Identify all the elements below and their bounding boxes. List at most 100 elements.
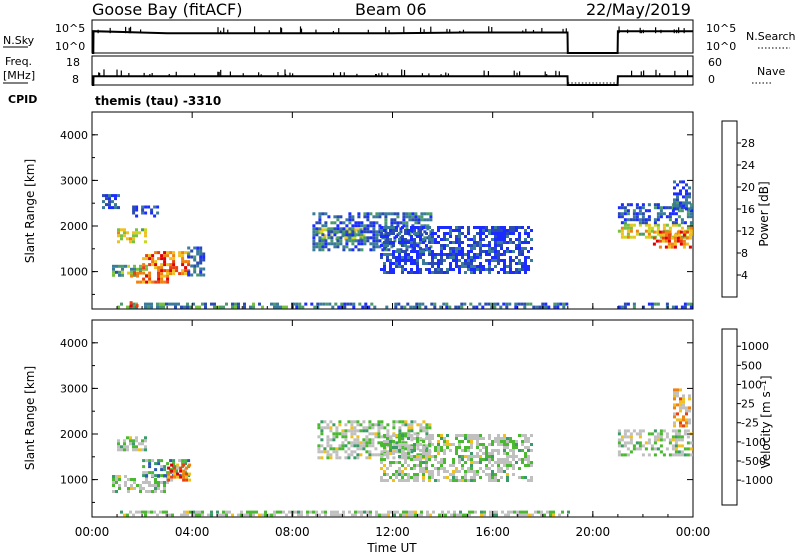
- heatmap-cell: [679, 236, 683, 240]
- heatmap-cell: [386, 423, 390, 427]
- heatmap-cell: [689, 221, 693, 225]
- heatmap-cell: [126, 448, 129, 452]
- heatmap-cell: [394, 302, 398, 306]
- heatmap-cell: [407, 432, 411, 436]
- heatmap-cell: [392, 420, 396, 424]
- heatmap-cell: [300, 513, 303, 517]
- heatmap-cell: [324, 224, 328, 228]
- heatmap-cell: [440, 253, 443, 256]
- heatmap-cell: [317, 450, 321, 454]
- heatmap-cell: [336, 239, 340, 243]
- heatmap-cell: [198, 513, 201, 517]
- heatmap-cell: [135, 231, 138, 235]
- heatmap-cell: [424, 305, 428, 309]
- heatmap-cell: [638, 218, 642, 222]
- heatmap-cell: [386, 235, 389, 238]
- heatmap-cell: [127, 478, 130, 481]
- heatmap-cell: [419, 437, 422, 440]
- heatmap-cell: [240, 513, 243, 517]
- heatmap-cell: [426, 510, 429, 514]
- heatmap-cell: [285, 513, 288, 517]
- heatmap-cell: [489, 513, 492, 517]
- heatmap-cell: [118, 264, 121, 268]
- heatmap-cell: [402, 510, 405, 514]
- heatmap-cell: [312, 239, 316, 243]
- heatmap-cell: [172, 257, 176, 261]
- heatmap-cell: [353, 228, 357, 232]
- heatmap-cell: [399, 221, 403, 225]
- heatmap-cell: [173, 475, 177, 479]
- heatmap-cell: [673, 391, 676, 395]
- heatmap-cell: [196, 246, 200, 250]
- heatmap-cell: [410, 476, 413, 479]
- heatmap-cell: [437, 262, 440, 265]
- heatmap-cell: [520, 302, 524, 306]
- heatmap-cell: [129, 439, 132, 443]
- heatmap-cell: [117, 228, 120, 232]
- heatmap-cell: [412, 305, 416, 309]
- heatmap-cell: [166, 462, 170, 466]
- heatmap-cell: [375, 245, 379, 249]
- heatmap-cell: [446, 226, 449, 229]
- heatmap-cell: [102, 206, 105, 210]
- y-tick-label: 3000: [60, 174, 88, 187]
- heatmap-cell: [676, 207, 679, 211]
- heatmap-cell: [404, 229, 407, 232]
- heatmap-cell: [408, 218, 412, 222]
- heatmap-cell: [401, 447, 405, 451]
- heatmap-cell: [145, 267, 148, 271]
- heatmap-cell: [470, 452, 473, 455]
- heatmap-cell: [467, 437, 470, 440]
- heatmap-cell: [353, 426, 357, 430]
- heatmap-cell: [377, 420, 381, 424]
- heatmap-cell: [417, 242, 421, 246]
- heatmap-cell: [431, 473, 434, 476]
- heatmap-cell: [689, 302, 693, 306]
- heatmap-cell: [650, 226, 654, 230]
- heatmap-cell: [688, 195, 691, 199]
- heatmap-cell: [181, 269, 185, 273]
- heatmap-cell: [120, 228, 123, 232]
- heatmap-cell: [685, 195, 688, 199]
- heatmap-cell: [142, 481, 145, 484]
- heatmap-cell: [506, 440, 509, 443]
- heatmap-cell: [252, 302, 255, 306]
- heatmap-cell: [677, 438, 681, 442]
- heatmap-cell: [440, 449, 443, 452]
- heatmap-cell: [295, 305, 299, 309]
- heatmap-cell: [461, 256, 464, 259]
- heatmap-cell: [160, 474, 164, 478]
- heatmap-cell: [339, 513, 342, 517]
- heatmap-cell: [332, 435, 336, 439]
- heatmap-cell: [135, 436, 138, 440]
- heatmap-cell: [428, 271, 431, 274]
- heatmap-cell: [440, 461, 443, 464]
- heatmap-cell: [680, 221, 684, 225]
- heatmap-cell: [512, 241, 515, 244]
- heatmap-cell: [132, 445, 135, 449]
- heatmap-cell: [677, 215, 681, 219]
- heatmap-cell: [437, 241, 440, 244]
- heatmap-cell: [413, 464, 416, 467]
- heatmap-cell: [425, 429, 429, 433]
- heatmap-cell: [491, 455, 494, 458]
- heatmap-cell: [135, 302, 138, 306]
- heatmap-cell: [417, 230, 421, 234]
- heatmap-cell: [372, 227, 376, 231]
- heatmap-cell: [629, 235, 633, 239]
- heatmap-cell: [620, 226, 624, 230]
- heatmap-cell: [644, 209, 648, 213]
- heatmap-cell: [459, 510, 462, 514]
- heatmap-cell: [683, 305, 687, 309]
- heatmap-cell: [327, 230, 331, 234]
- heatmap-cell: [124, 484, 127, 487]
- heatmap-cell: [552, 510, 555, 514]
- heatmap-cell: [154, 484, 157, 487]
- heatmap-cell: [371, 441, 375, 445]
- heatmap-cell: [363, 242, 367, 246]
- heatmap-cell: [356, 456, 360, 460]
- heatmap-cell: [327, 233, 331, 237]
- heatmap-cell: [641, 232, 645, 236]
- heatmap-cell: [626, 235, 630, 239]
- colorbar-frame: [721, 328, 738, 506]
